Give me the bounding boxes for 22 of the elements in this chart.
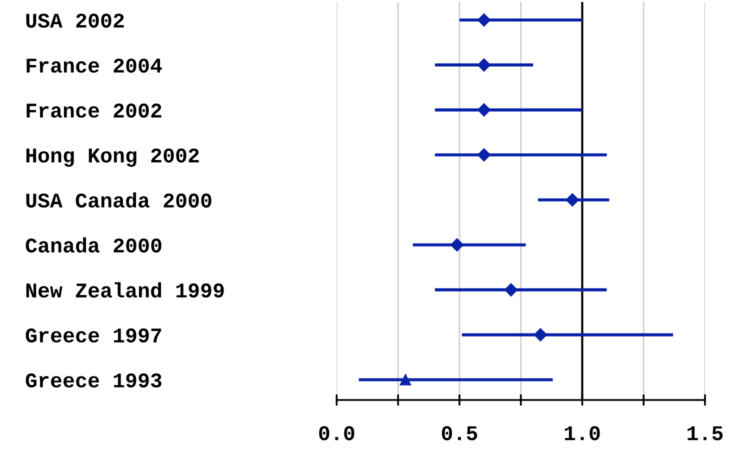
x-tick-label: 1.5 bbox=[688, 426, 723, 440]
point bbox=[477, 148, 491, 162]
point bbox=[504, 283, 518, 296]
x-tick-label: 1.0 bbox=[564, 426, 600, 440]
point bbox=[477, 103, 491, 117]
point bbox=[534, 328, 548, 342]
y-tick-label: Canada 2000 bbox=[26, 237, 162, 253]
y-tick-label: Hong Kong 2002 bbox=[26, 148, 199, 167]
y-tick-label: USA 2002 bbox=[26, 14, 124, 28]
y-tick-label: France 2002 bbox=[26, 104, 162, 118]
x-tick-label: 0.0 bbox=[319, 426, 354, 440]
y-tick-label: Greece 1993 bbox=[26, 373, 162, 388]
point bbox=[477, 58, 491, 72]
y-tick-label: USA Canada 2000 bbox=[26, 192, 212, 208]
point bbox=[400, 374, 412, 386]
y-tick-label: Greece 1997 bbox=[26, 328, 162, 343]
point bbox=[566, 193, 579, 206]
point bbox=[450, 238, 464, 252]
y-tick-label: France 2004 bbox=[26, 58, 162, 73]
y-tick-label: New Zealand 1999 bbox=[26, 282, 224, 298]
x-tick-label: 0.5 bbox=[442, 426, 478, 440]
point bbox=[477, 13, 491, 27]
